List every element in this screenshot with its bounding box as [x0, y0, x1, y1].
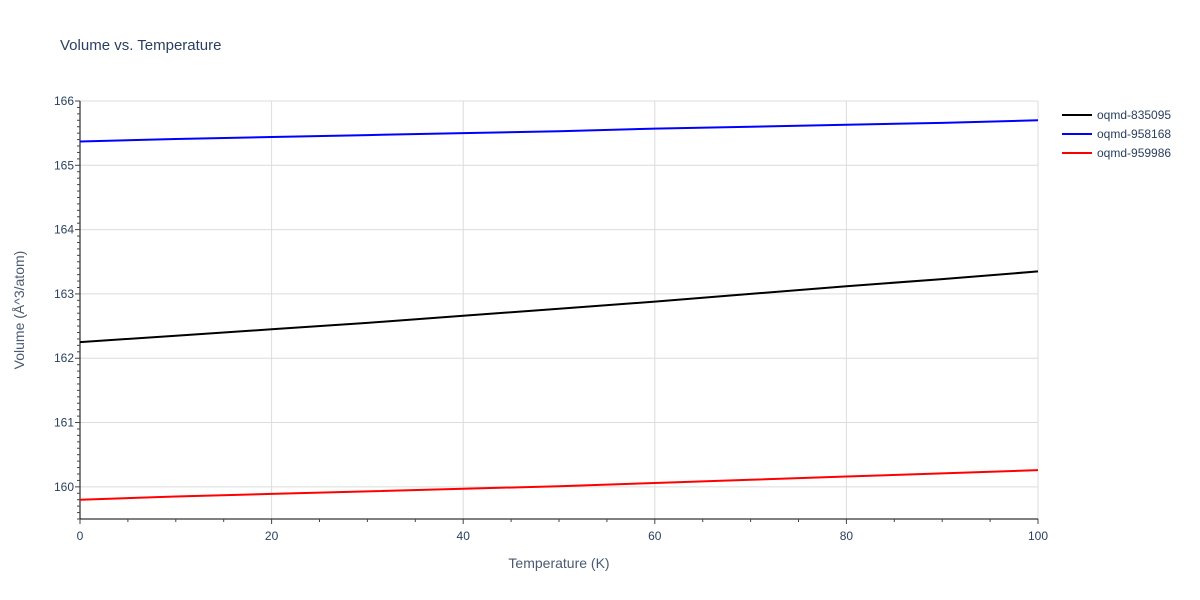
series-line-oqmd-958168[interactable]	[79, 119, 1039, 143]
y-tick-label: 164	[54, 223, 74, 237]
x-tick-label: 0	[77, 529, 84, 543]
y-tick-label: 166	[54, 94, 74, 108]
legend[interactable]: oqmd-835095 oqmd-958168 oqmd-959986	[1062, 108, 1171, 160]
x-tick-label: 20	[265, 529, 279, 543]
legend-item-oqmd-958168[interactable]: oqmd-958168	[1062, 127, 1171, 141]
series-line-oqmd-835095[interactable]	[79, 270, 1039, 344]
y-tick-label: 165	[54, 158, 74, 172]
x-tick-label: 100	[1028, 529, 1048, 543]
legend-item-oqmd-835095[interactable]: oqmd-835095	[1062, 108, 1171, 122]
y-tick-label: 162	[54, 351, 74, 365]
legend-label: oqmd-958168	[1097, 127, 1171, 141]
grid-lines	[80, 100, 1039, 519]
chart-title: Volume vs. Temperature	[60, 37, 221, 54]
x-tick-label: 40	[457, 529, 471, 543]
series-layer	[79, 119, 1039, 501]
y-tick-label: 161	[54, 416, 74, 430]
y-axis-title: Volume (Å^3/atom)	[11, 251, 27, 370]
x-axis-title: Temperature (K)	[508, 555, 609, 571]
x-tick-label: 80	[840, 529, 854, 543]
x-tick-label: 60	[648, 529, 662, 543]
legend-item-oqmd-959986[interactable]: oqmd-959986	[1062, 146, 1171, 160]
y-tick-label: 163	[54, 287, 74, 301]
y-tick-label: 160	[54, 480, 74, 494]
axes: 0 20 40 60 80 100 160 161 162 163 164 165 166	[54, 94, 1048, 543]
legend-label: oqmd-835095	[1097, 108, 1171, 122]
series-line-oqmd-959986[interactable]	[79, 469, 1039, 501]
legend-label: oqmd-959986	[1097, 146, 1171, 160]
